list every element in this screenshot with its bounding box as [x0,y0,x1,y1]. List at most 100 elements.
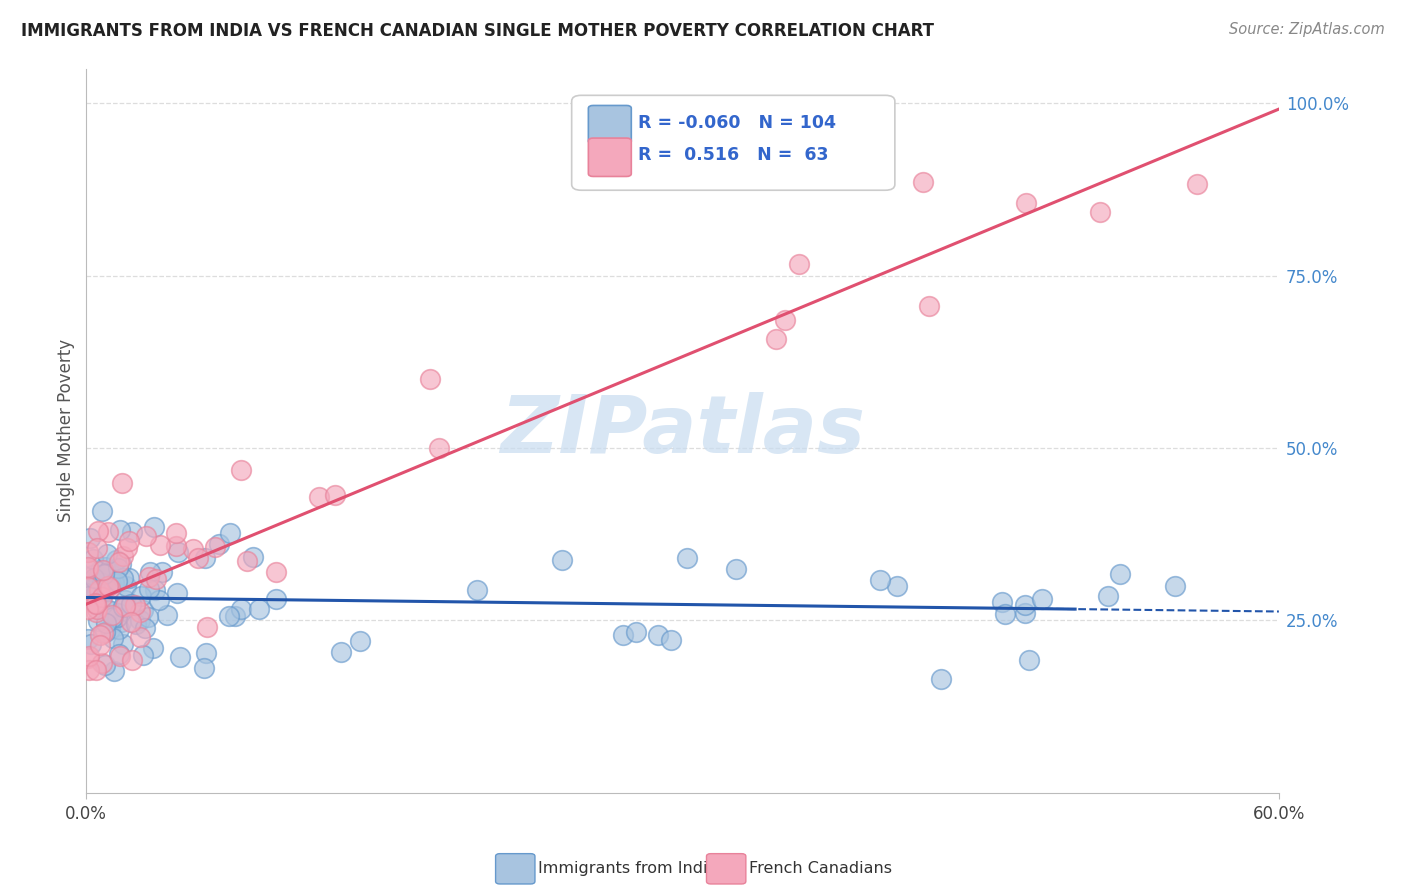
Point [86,614,108,628]
Point [112,637,135,651]
Point [82,552,104,566]
Point [135,529,157,543]
Point [86,597,108,611]
Point [79,532,101,546]
Point [128,614,150,628]
Y-axis label: Single Mother Poverty: Single Mother Poverty [58,339,75,523]
Point [97,566,120,580]
Point [77,562,100,576]
Point [112,571,135,585]
Text: R =  0.516   N =  63: R = 0.516 N = 63 [638,146,830,164]
Point [84,586,107,600]
Point [114,592,136,607]
Point [84,596,107,610]
Point [929,672,952,686]
Point [111,549,134,564]
Point [77,589,100,603]
Point [911,175,934,189]
Point [991,595,1014,609]
Point [132,603,155,617]
Point [91,591,114,605]
Point [419,372,441,386]
Point [79,575,101,590]
Point [193,660,215,674]
Point [118,533,141,548]
Point [86,602,108,616]
Point [869,573,891,587]
Point [125,617,148,632]
Point [145,572,167,586]
Point [551,553,574,567]
Point [91,626,114,640]
Point [149,538,172,552]
Point [96,548,118,562]
Point [1018,653,1040,667]
Point [105,611,128,625]
Point [84,605,107,619]
Point [156,608,179,623]
Point [93,563,115,577]
Point [208,537,231,551]
Point [114,578,136,592]
Point [659,633,682,648]
Point [94,560,117,574]
Point [626,625,648,640]
Point [329,645,352,659]
Point [231,463,253,477]
Point [114,599,136,613]
Point [120,597,142,611]
Point [77,580,100,594]
Text: ZIPatlas: ZIPatlas [501,392,865,470]
Point [166,545,188,559]
Point [138,569,160,583]
Point [148,593,170,607]
Point [676,551,699,566]
Point [110,615,132,630]
Point [1014,606,1036,620]
Point [77,545,100,559]
Point [90,657,112,671]
Point [98,603,121,617]
Point [91,574,114,589]
Text: French Canadians: French Canadians [748,862,891,876]
Text: Source: ZipAtlas.com: Source: ZipAtlas.com [1229,22,1385,37]
FancyBboxPatch shape [588,138,631,177]
Point [775,312,797,326]
Point [194,646,217,660]
Point [112,600,135,615]
Point [115,541,138,555]
Point [83,571,105,585]
Point [107,622,129,636]
Point [724,562,747,576]
Point [124,598,146,612]
Point [120,615,142,630]
Point [94,615,117,630]
Point [97,579,120,593]
Point [89,638,111,652]
Point [219,526,242,541]
Point [77,559,100,574]
Point [195,620,218,634]
Point [1109,567,1132,582]
Point [1164,579,1187,593]
Point [110,557,132,571]
Point [143,583,166,598]
Point [77,632,100,646]
Point [787,257,810,271]
Point [104,569,127,583]
Point [93,567,115,582]
Point [108,524,131,538]
Point [612,627,634,641]
Text: Immigrants from India: Immigrants from India [537,862,717,876]
Point [89,628,111,642]
Point [77,601,100,615]
Point [98,605,121,619]
Point [224,608,246,623]
Point [105,609,128,624]
Point [1014,598,1036,612]
Point [1090,205,1112,219]
Point [128,605,150,619]
FancyBboxPatch shape [588,105,631,144]
Point [134,621,156,635]
Point [1031,592,1053,607]
